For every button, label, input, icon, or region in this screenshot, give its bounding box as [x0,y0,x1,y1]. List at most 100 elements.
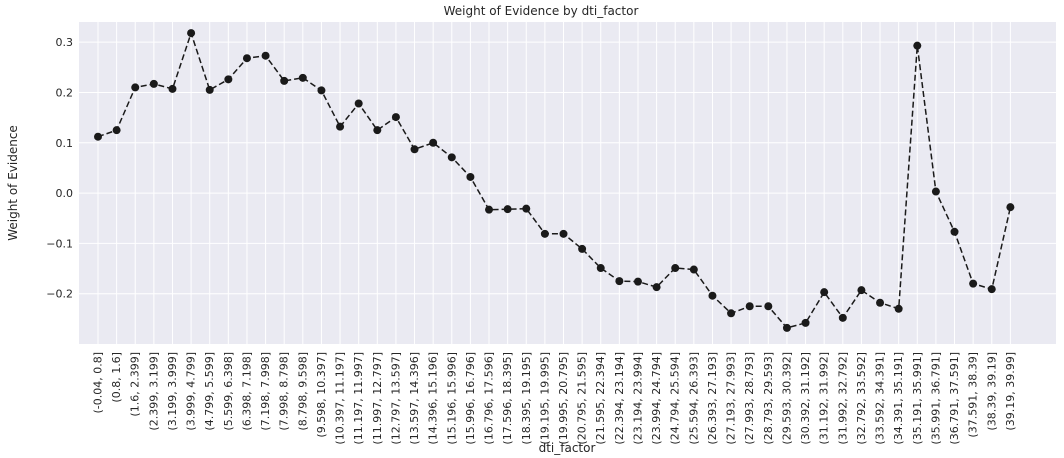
y-axis-ticks: −0.2 −0.1 0.0 0.1 0.2 0.3 [46,36,73,301]
data-point [410,145,419,154]
x-axis-title: dti_factor [539,441,596,455]
x-tick-label: (2.399, 3.199] [147,352,160,431]
x-tick-label: (11.997, 12.797] [371,352,384,445]
x-tick-label: (31.992, 32.792] [836,352,849,445]
data-point [391,113,400,122]
x-tick-label: (29.593, 30.392] [780,352,793,445]
x-tick-label: (23.194, 23.994] [631,352,644,445]
x-tick-label: (11.197, 11.997] [352,352,365,445]
chart-title: Weight of Evidence by dti_factor [444,4,639,18]
x-tick-label: (38.39, 39.19] [985,352,998,431]
x-tick-label: (8.798, 9.598] [296,352,309,431]
x-tick-label: (37.591, 38.39] [967,352,980,438]
data-point [671,264,680,273]
data-point [596,264,605,273]
x-tick-label: (15.996, 16.796] [464,352,477,445]
data-point [224,75,233,84]
data-point [149,79,158,88]
data-point [764,302,773,311]
series-points [94,29,1015,332]
x-tick-label: (27.993, 28.793] [743,352,756,445]
x-tick-label: (4.799, 5.599] [203,352,216,431]
x-tick-label: (32.792, 33.592] [855,352,868,445]
x-tick-label: (26.393, 27.193] [706,352,719,445]
data-point [466,172,475,181]
data-point [838,313,847,322]
x-tick-label: (14.396, 15.196] [427,352,440,445]
x-tick-label: (24.794, 25.594] [669,352,682,445]
x-tick-label: (35.191, 35.991] [911,352,924,445]
data-point [745,302,754,311]
y-tick-label: 0.1 [56,137,74,150]
gridlines [79,22,1056,344]
data-point [261,51,270,60]
plot-area [79,22,1056,344]
x-tick-label: (9.598, 10.397] [315,352,328,438]
x-tick-label: (25.594, 26.393] [687,352,700,445]
x-tick-label: (13.597, 14.396] [408,352,421,445]
x-tick-label: (36.791, 37.591] [948,352,961,445]
x-tick-label: (31.192, 31.992] [818,352,831,445]
data-point [559,229,568,238]
data-point [94,132,102,141]
x-tick-label: (12.797, 13.597] [389,352,402,445]
x-tick-label: (21.595, 22.394] [594,352,607,445]
y-tick-label: −0.2 [46,288,73,301]
data-point [1006,203,1015,212]
x-axis-ticks: (-0.04, 0.8] (0.8, 1.6] (1.6, 2.399] (2.399… [92,352,1017,445]
x-tick-label: (0.8, 1.6] [110,352,123,403]
data-point [336,122,345,131]
data-point [727,309,736,318]
data-point [857,286,866,295]
data-point [969,279,978,288]
y-tick-label: −0.1 [46,237,73,250]
data-point [242,54,251,63]
x-tick-label: (17.596, 18.395] [501,352,514,445]
data-point [205,85,214,94]
x-tick-label: (28.793, 29.593] [762,352,775,445]
data-point [485,205,494,214]
data-point [373,126,382,135]
x-tick-label: (35.991, 36.791] [929,352,942,445]
data-point [931,187,940,196]
data-point [112,126,121,135]
data-point [429,138,438,147]
data-point [876,298,885,307]
x-tick-label: (16.796, 17.596] [483,352,496,445]
x-tick-label: (18.395, 19.195] [520,352,533,445]
data-point [615,277,624,286]
x-tick-label: (39.19, 39.99] [1004,352,1017,431]
x-tick-label: (27.193, 27.993] [725,352,738,445]
data-point [447,153,456,162]
data-point [820,288,829,297]
x-tick-label: (6.398, 7.198] [240,352,253,431]
x-tick-label: (1.6, 2.399] [129,352,142,417]
data-point [298,73,307,82]
y-tick-label: 0.3 [56,36,74,49]
y-tick-label: 0.2 [56,86,74,99]
data-point [987,285,996,294]
x-tick-label: (15.196, 15.996] [445,352,458,445]
data-point [801,318,810,327]
data-point [913,41,922,50]
x-tick-label: (3.999, 4.799] [185,352,198,431]
data-point [187,29,196,38]
y-axis-title: Weight of Evidence [6,125,20,241]
x-tick-label: (33.592, 34.391] [874,352,887,445]
data-point [652,283,661,292]
x-tick-label: (20.795, 21.595] [576,352,589,445]
x-tick-label: (19.195, 19.995] [538,352,551,445]
x-tick-label: (23.994, 24.794] [650,352,663,445]
x-tick-label: (7.198, 7.998] [259,352,272,431]
data-point [708,291,717,300]
x-tick-label: (19.995, 20.795] [557,352,570,445]
data-point [354,99,363,108]
data-point [503,205,512,214]
data-point [540,229,549,238]
x-tick-label: (5.599, 6.398] [222,352,235,431]
x-tick-label: (10.397, 11.197] [334,352,347,445]
data-point [522,204,531,213]
x-tick-label: (3.199, 3.999] [166,352,179,431]
data-point [578,244,587,253]
